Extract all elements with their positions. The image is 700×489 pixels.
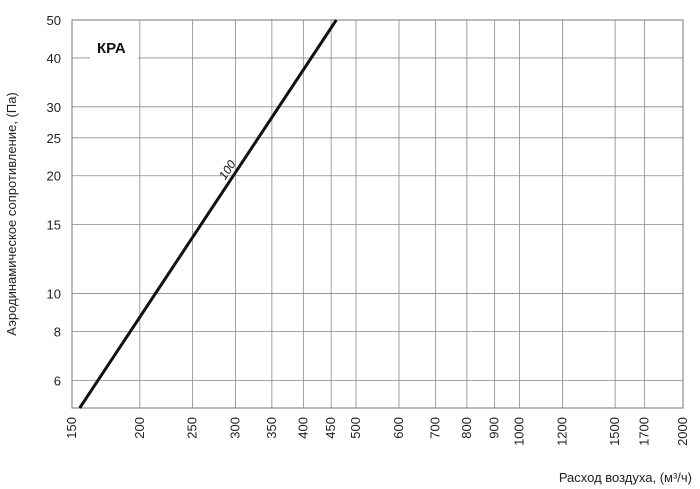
- x-tick-label-900: 900: [487, 417, 502, 439]
- y-axis-title: Аэродинамическое сопротивление, (Па): [4, 92, 19, 335]
- y-tick-label-40: 40: [47, 51, 61, 66]
- x-tick-label-600: 600: [391, 417, 406, 439]
- x-tick-label-250: 250: [184, 417, 199, 439]
- x-tick-label-700: 700: [427, 417, 442, 439]
- grid: [71, 19, 684, 408]
- chart-title-box: КРА: [90, 37, 138, 59]
- y-tick-labels: 6 8 10 15 20 25 30 40 50: [47, 13, 61, 388]
- x-tick-label-500: 500: [348, 417, 363, 439]
- x-tick-label-1000: 1000: [511, 417, 526, 446]
- x-tick-label-350: 350: [264, 417, 279, 439]
- x-tick-label-400: 400: [295, 417, 310, 439]
- chart-title: КРА: [97, 40, 126, 57]
- plot-frame: [71, 19, 684, 409]
- y-tick-label-20: 20: [47, 169, 61, 184]
- x-tick-label-450: 450: [323, 417, 338, 439]
- y-tick-label-30: 30: [47, 100, 61, 115]
- x-tick-label-1500: 1500: [607, 417, 622, 446]
- y-tick-label-50: 50: [47, 13, 61, 28]
- x-tick-label-150: 150: [64, 417, 79, 439]
- x-axis-title: Расход воздуха, (м³/ч): [559, 470, 692, 485]
- x-tick-label-2000: 2000: [675, 417, 690, 446]
- y-tick-label-6: 6: [54, 373, 61, 388]
- x-tick-label-300: 300: [228, 417, 243, 439]
- x-axis-title-text: Расход воздуха, (м³/ч): [559, 470, 692, 485]
- x-tick-label-1700: 1700: [637, 417, 652, 446]
- y-tick-label-15: 15: [47, 218, 61, 233]
- y-tick-label-10: 10: [47, 287, 61, 302]
- x-tick-label-1200: 1200: [555, 417, 570, 446]
- y-tick-label-8: 8: [54, 324, 61, 339]
- y-tick-label-25: 25: [47, 131, 61, 146]
- x-tick-label-200: 200: [132, 417, 147, 439]
- series-line-100: [78, 19, 338, 409]
- x-tick-labels: 150 200 250 300 350 400 450 500 600 700 800 900 1000…: [64, 417, 690, 446]
- x-tick-label-800: 800: [459, 417, 474, 439]
